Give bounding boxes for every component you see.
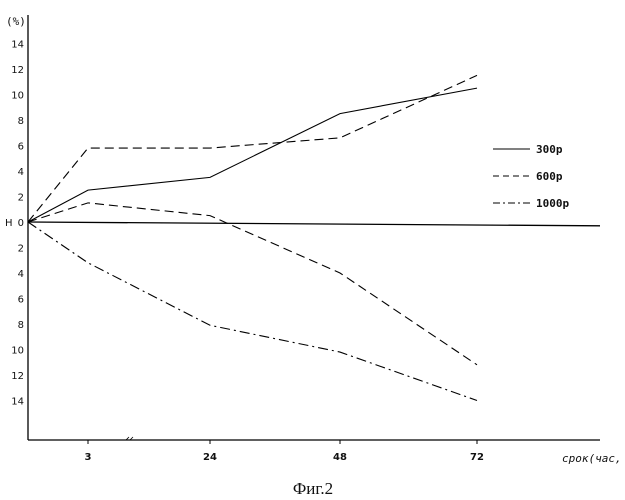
series-layer (28, 75, 477, 400)
y-tick-label: 2 (18, 193, 24, 204)
x-tick-label: 3 (85, 452, 92, 463)
series-solid-upper-line (28, 88, 477, 222)
y-axis-label: (%) (6, 15, 26, 28)
y-tick-label: 6 (18, 295, 24, 306)
figure-caption: Фиг.2 (293, 479, 333, 498)
y-tick-label: 8 (18, 320, 24, 331)
x-tick-label: 72 (470, 452, 484, 463)
legend-label: 1000р (536, 197, 569, 210)
y-tick-label: 6 (18, 142, 24, 153)
y-tick-label: 12 (11, 371, 24, 382)
y-tick-label: 0 (18, 218, 24, 229)
legend-label: 600р (536, 170, 563, 183)
y-tick-label: 12 (11, 65, 24, 76)
legend: 300р 600р 1000р (493, 143, 569, 210)
x-tick-label: 48 (333, 452, 347, 463)
legend-label: 300р (536, 143, 563, 156)
y-tick-label: 2 (18, 244, 24, 255)
y-tick-label: 8 (18, 116, 24, 127)
x-axis-label: срок(час, (562, 452, 622, 465)
y-tick-label: 14 (11, 397, 24, 408)
y-zero-letter: Н (5, 218, 13, 229)
axes-layer (28, 15, 600, 444)
y-tick-label: 10 (11, 91, 24, 102)
y-tick-label: 10 (11, 346, 24, 357)
y-tick-label: 4 (18, 269, 24, 280)
series-dashed-lower-line (28, 203, 477, 365)
x-tick-label: 24 (203, 452, 217, 463)
series-dashed-upper-line (28, 75, 477, 222)
labels-layer: 14121086422468101214Н03244872 (5, 40, 484, 464)
y-tick-label: 4 (18, 167, 24, 178)
reference-line (28, 222, 600, 226)
series-dashdot-lower-line (28, 222, 477, 401)
y-tick-label: 14 (11, 40, 24, 51)
